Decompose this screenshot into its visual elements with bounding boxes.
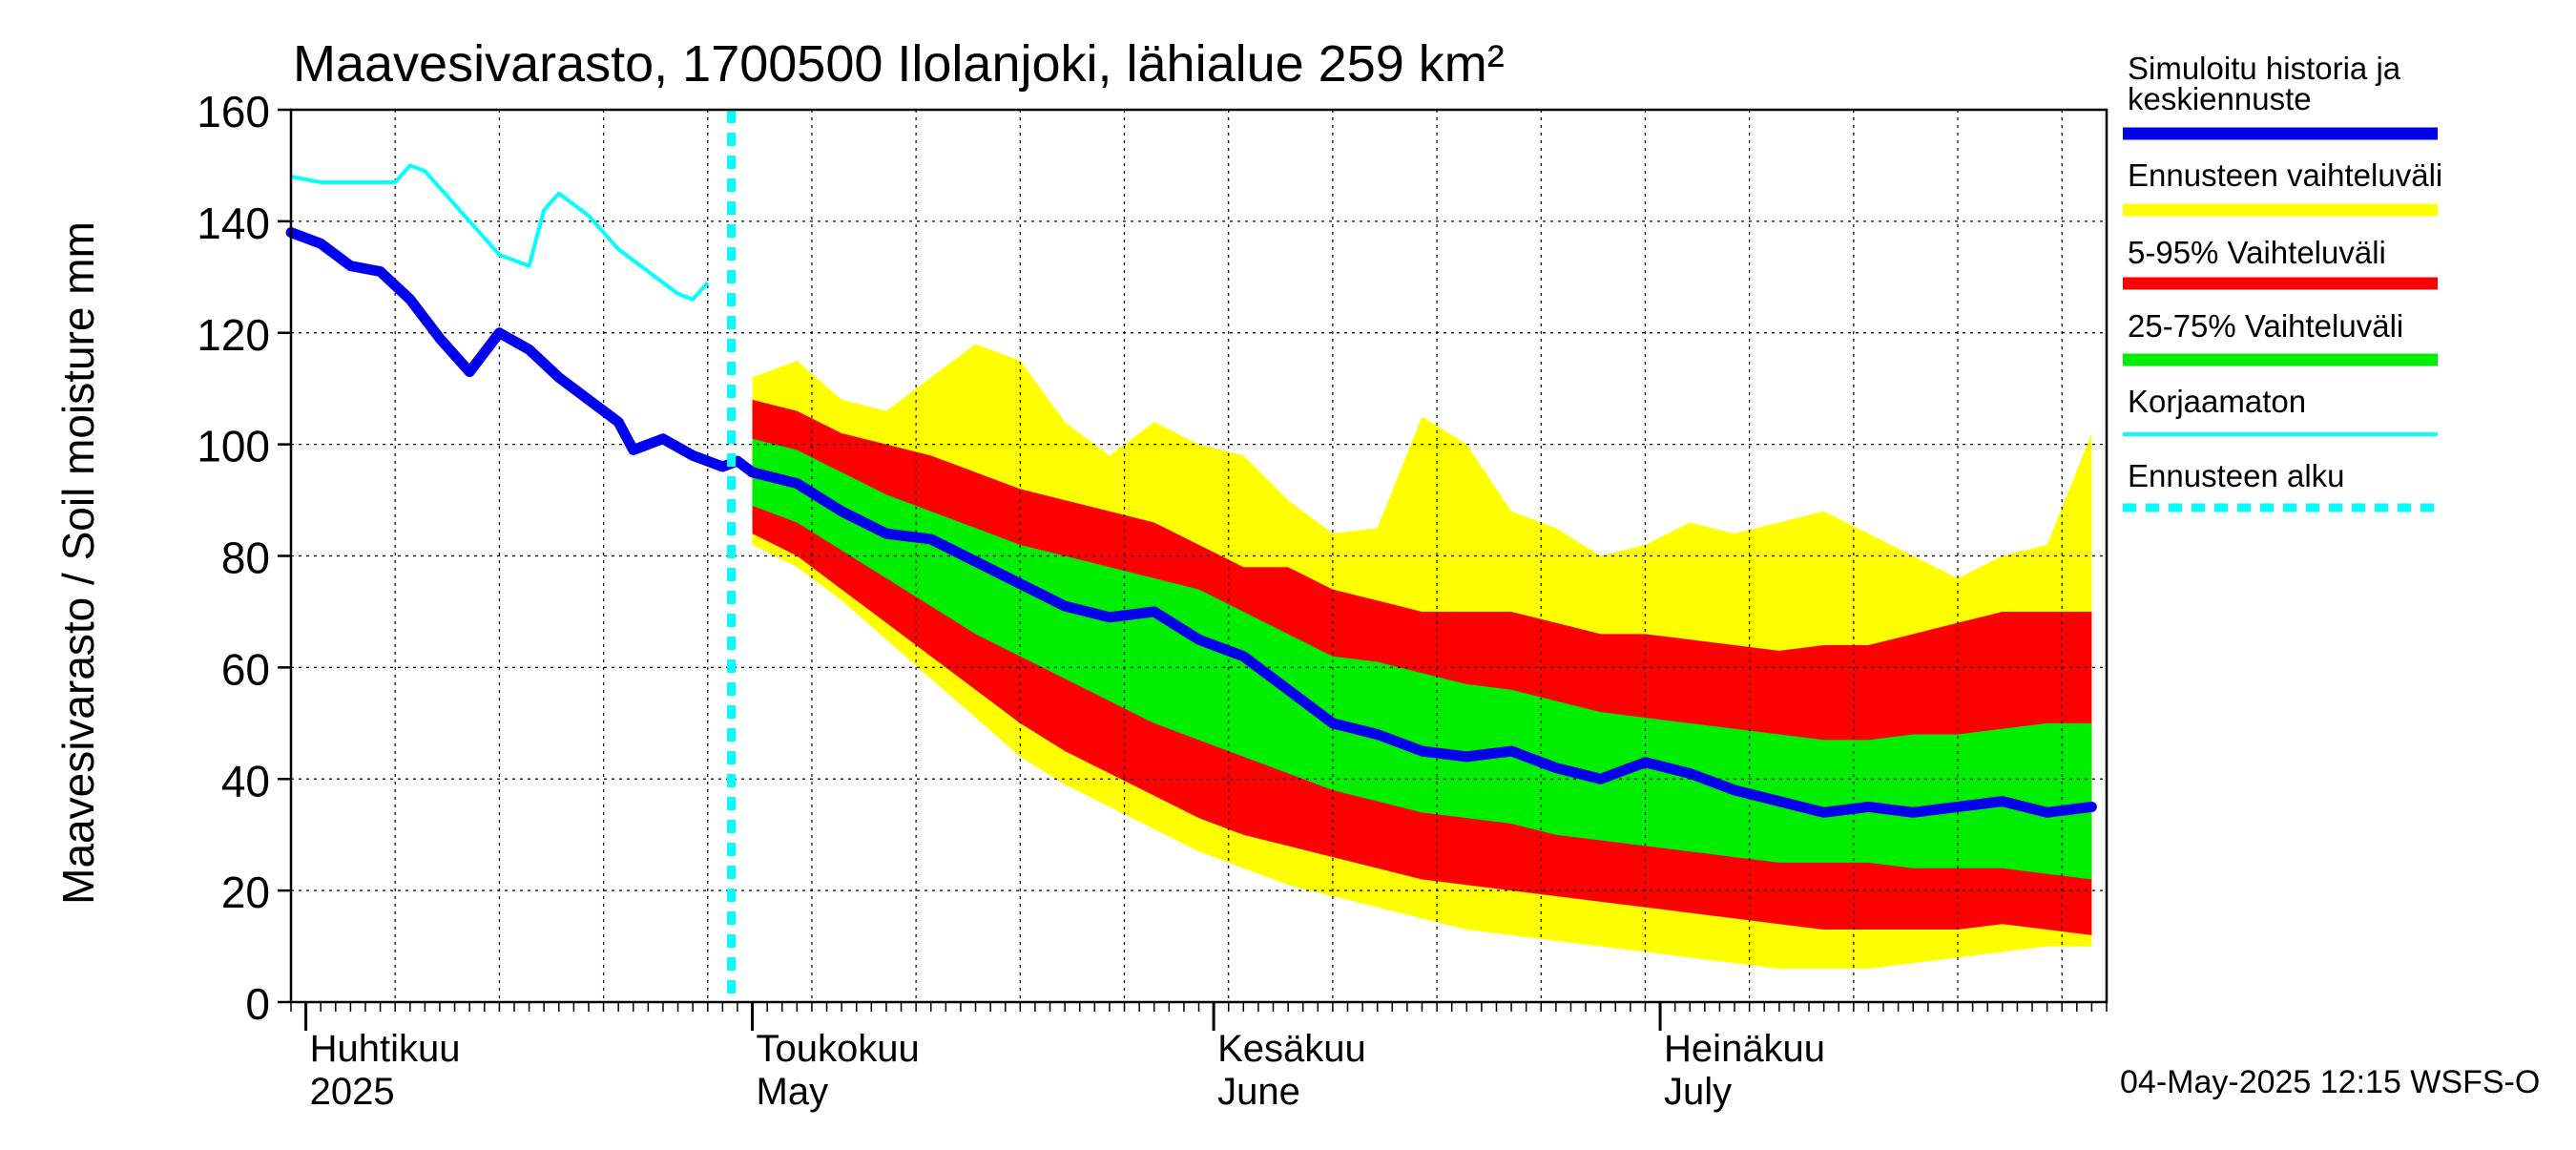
y-tick-label: 120 bbox=[197, 310, 270, 360]
uncorrected-line bbox=[290, 163, 710, 302]
legend-label: 25-75% Vaihteluväli bbox=[2128, 308, 2403, 344]
range-25-75-band bbox=[752, 438, 2092, 880]
y-axis-title: Maavesivarasto / Soil moisture mm bbox=[53, 221, 103, 905]
y-tick-label: 20 bbox=[221, 868, 270, 917]
chart-title: Maavesivarasto, 1700500 Ilolanjoki, lähi… bbox=[293, 35, 1505, 93]
legend-label: keskiennuste bbox=[2128, 81, 2312, 116]
x-month-label: Heinäkuu bbox=[1664, 1028, 1825, 1070]
footer-timestamp: 04-May-2025 12:15 WSFS-O bbox=[2120, 1064, 2540, 1100]
x-month-sublabel: 2025 bbox=[310, 1071, 395, 1113]
x-month-sublabel: July bbox=[1664, 1071, 1732, 1113]
y-tick-label: 0 bbox=[245, 979, 270, 1029]
y-tick-label: 140 bbox=[197, 199, 270, 248]
y-tick-label: 40 bbox=[221, 756, 270, 805]
simulated-history-line bbox=[285, 227, 758, 478]
legend-label: Ennusteen vaihteluväli bbox=[2128, 157, 2442, 193]
legend-label: Simuloitu historia ja bbox=[2128, 51, 2401, 86]
legend-label: 5-95% Vaihteluväli bbox=[2128, 235, 2386, 270]
x-month-label: Kesäkuu bbox=[1217, 1028, 1366, 1070]
x-month-label: Huhtikuu bbox=[310, 1028, 461, 1070]
legend-label: Korjaamaton bbox=[2128, 384, 2306, 419]
y-tick-label: 100 bbox=[197, 422, 270, 471]
y-tick-label: 60 bbox=[221, 644, 270, 694]
y-tick-label: 80 bbox=[221, 533, 270, 583]
y-tick-label: 160 bbox=[197, 87, 270, 136]
legend-label: Ennusteen alku bbox=[2128, 458, 2345, 493]
x-month-label: Toukokuu bbox=[757, 1028, 920, 1070]
grid bbox=[291, 110, 2107, 1002]
x-month-sublabel: May bbox=[757, 1071, 829, 1113]
forecast-median-line bbox=[747, 467, 2097, 818]
series-lines bbox=[285, 110, 2097, 1002]
x-month-sublabel: June bbox=[1217, 1071, 1300, 1113]
